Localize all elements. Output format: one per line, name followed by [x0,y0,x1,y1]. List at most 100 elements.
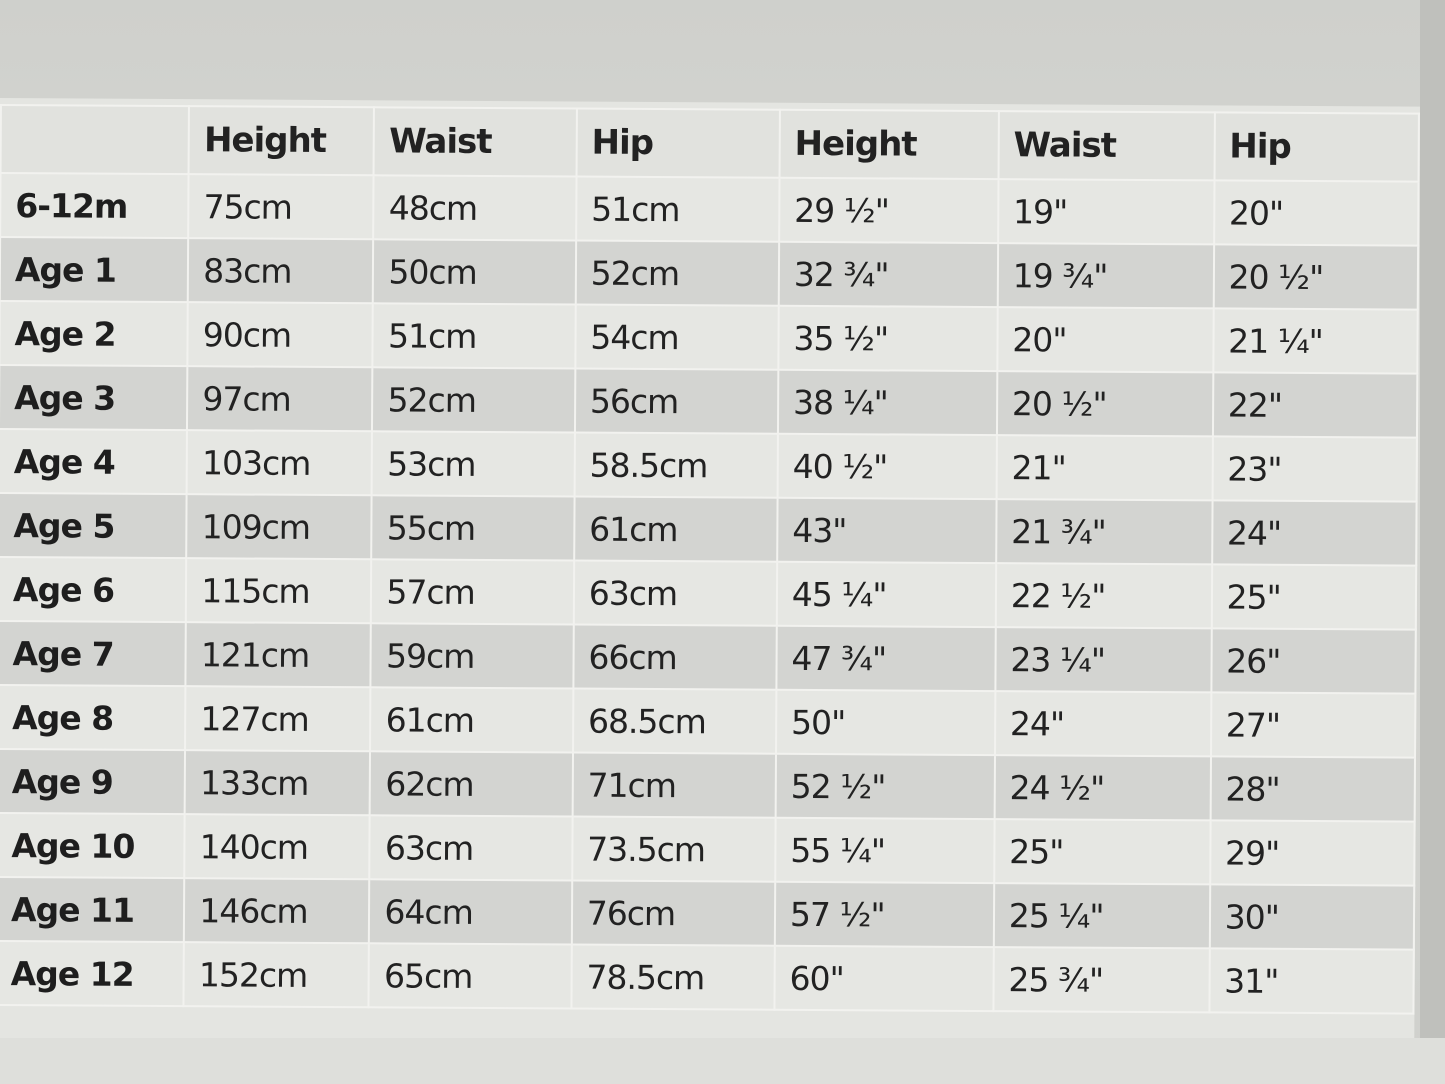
table-cell: 24" [994,691,1212,757]
table-cell: 30" [1209,884,1415,950]
table-cell: 25" [1211,564,1417,630]
column-header: Hip [1214,112,1419,182]
row-label: Age 6 [0,556,187,623]
table-cell: 19" [997,179,1215,245]
table-cell: 64cm [369,879,573,945]
table-cell: 20" [1213,180,1419,246]
size-chart: Height Waist Hip Height Waist Hip 6-12m 75cm 48… [0,98,1420,1047]
table-cell: 115cm [186,558,372,624]
size-table: Height Waist Hip Height Waist Hip 6-12m 75cm 48… [0,104,1420,1015]
table-cell: 83cm [188,238,374,304]
table-cell: 55cm [371,495,575,561]
table-row: Age 11 146cm 64cm 76cm 57 ½" 25 ¼" 30" [0,876,1415,950]
row-label: Age 10 [0,812,185,879]
row-label: Age 4 [0,428,188,495]
table-row: Age 8 127cm 61cm 68.5cm 50" 24" 27" [0,684,1416,758]
table-cell: 23 ¼" [995,627,1212,693]
table-cell: 29 ½" [779,177,999,244]
table-cell: 45 ¼" [776,561,996,628]
table-cell: 63cm [573,560,778,626]
table-cell: 52 ½" [775,753,995,820]
table-cell: 21 ¾" [995,499,1213,565]
table-cell: 35 ½" [778,305,998,372]
table-cell: 29" [1209,820,1415,886]
table-cell: 25 ¾" [993,947,1210,1013]
table-cell: 62cm [370,751,573,817]
table-cell: 65cm [368,943,572,1009]
row-label: Age 7 [0,620,187,687]
table-row: Age 12 152cm 65cm 78.5cm 60" 25 ¾" 31" [0,940,1414,1014]
table-cell: 22 ½" [995,563,1212,629]
table-cell: 24 ½" [994,755,1211,821]
table-cell: 51cm [372,303,576,369]
table-cell: 61cm [370,687,574,753]
column-header: Height [188,106,375,176]
table-row: Age 5 109cm 55cm 61cm 43" 21 ¾" 24" [0,492,1417,566]
table-cell: 47 ¾" [776,625,996,692]
table-row: Age 2 90cm 51cm 54cm 35 ½" 20" 21 ¼" [0,301,1418,374]
column-header: Height [779,109,999,180]
table-cell: 103cm [186,430,373,496]
table-cell: 26" [1211,628,1416,694]
screen-edge [1420,0,1445,1084]
table-cell: 57cm [371,559,574,625]
table-cell: 54cm [575,304,779,370]
table-cell: 43" [777,497,997,564]
table-cell: 58.5cm [574,432,778,498]
table-row: Age 7 121cm 59cm 66cm 47 ¾" 23 ¼" 26" [0,620,1416,694]
table-row: Age 1 83cm 50cm 52cm 32 ¾" 19 ¾" 20 ½" [0,237,1419,310]
table-row: Age 9 133cm 62cm 71cm 52 ½" 24 ½" 28" [0,748,1415,822]
table-cell: 28" [1210,756,1415,822]
table-cell: 22" [1212,372,1418,438]
table-cell: 60" [774,945,994,1012]
table-cell: 31" [1209,948,1414,1014]
column-header [0,105,190,175]
row-label: Age 8 [0,684,186,751]
row-label: Age 9 [0,748,186,815]
table-cell: 48cm [373,175,577,241]
table-cell: 53cm [372,431,575,497]
row-label: 6-12m [0,173,189,239]
table-cell: 73.5cm [572,816,776,882]
table-cell: 23" [1212,436,1417,502]
table-cell: 140cm [184,814,371,880]
table-cell: 52cm [372,367,576,433]
row-label: Age 5 [0,492,187,559]
table-cell: 50" [775,689,996,756]
table-row: Age 6 115cm 57cm 63cm 45 ¼" 22 ½" 25" [0,556,1417,630]
table-cell: 19 ¾" [997,243,1214,309]
table-cell: 78.5cm [571,944,775,1010]
row-label: Age 3 [0,365,188,431]
row-label: Age 11 [0,876,185,943]
table-cell: 71cm [572,752,776,818]
table-cell: 52cm [575,240,780,306]
table-row: Age 4 103cm 53cm 58.5cm 40 ½" 21" 23" [0,428,1417,502]
table-row: Age 10 140cm 63cm 73.5cm 55 ¼" 25" 29" [0,812,1415,886]
table-row: Age 3 97cm 52cm 56cm 38 ¼" 20 ½" 22" [0,365,1418,438]
row-label: Age 1 [0,237,189,303]
table-cell: 57 ½" [774,881,995,948]
column-header: Waist [998,111,1215,181]
table-cell: 27" [1210,692,1416,758]
table-cell: 24" [1211,500,1417,566]
table-cell: 133cm [184,750,371,816]
table-cell: 25" [994,819,1211,885]
table-cell: 63cm [369,815,573,881]
table-cell: 56cm [574,368,779,434]
header-row: Height Waist Hip Height Waist Hip [0,105,1419,182]
table-cell: 75cm [188,174,375,240]
table-cell: 25 ¼" [993,883,1210,949]
screen-bottom [0,1038,1445,1084]
table-cell: 32 ¾" [778,241,998,308]
table-cell: 55 ¼" [775,817,995,884]
table-cell: 50cm [373,239,576,305]
table-cell: 21" [996,435,1213,501]
table-cell: 109cm [186,494,373,560]
table-cell: 152cm [183,942,370,1008]
table-cell: 121cm [185,622,372,688]
table-cell: 51cm [575,176,780,242]
table-cell: 61cm [573,496,778,562]
table-cell: 97cm [187,366,373,432]
table-cell: 59cm [370,623,574,689]
table-cell: 40 ½" [777,433,997,500]
